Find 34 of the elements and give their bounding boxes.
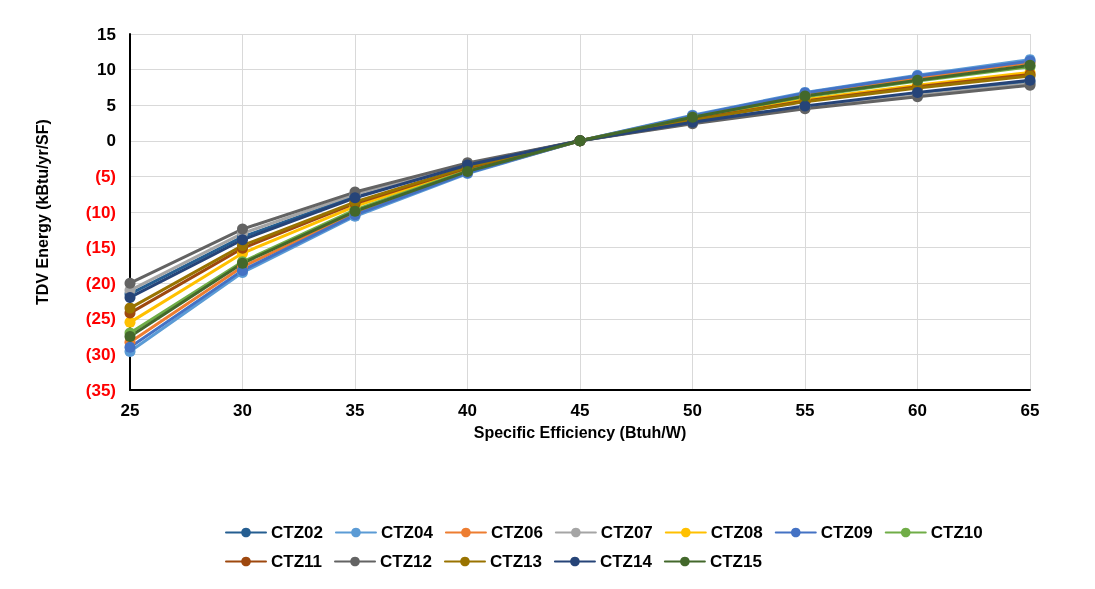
legend-label: CTZ06 xyxy=(490,523,543,542)
y-tick-label: (15) xyxy=(85,238,116,258)
legend-label: CTZ11 xyxy=(271,552,323,571)
x-tick-label: 35 xyxy=(345,401,365,420)
legend-label: CTZ13 xyxy=(489,552,542,571)
y-tick-label: 5 xyxy=(106,95,116,115)
x-tick-label: 30 xyxy=(233,401,252,420)
y-axis-title: TDV Energy (kBtu/yr/SF) xyxy=(33,119,51,305)
legend-label: CTZ15 xyxy=(709,552,762,571)
x-tick-label: 55 xyxy=(795,401,815,420)
y-tick-label: (10) xyxy=(85,202,116,222)
x-tick-label: 25 xyxy=(120,401,140,420)
y-tick-label: (25) xyxy=(85,309,116,329)
legend-label: CTZ08 xyxy=(710,523,763,542)
legend-label: CTZ02 xyxy=(271,523,323,542)
y-tick-label: 10 xyxy=(97,60,116,80)
legend-label: CTZ14 xyxy=(599,552,653,571)
x-tick-label: 40 xyxy=(458,401,477,420)
x-tick-label: 60 xyxy=(908,401,927,420)
y-tick-label: 15 xyxy=(97,24,116,44)
legend-label: CTZ04 xyxy=(380,523,434,542)
legend-label: CTZ07 xyxy=(600,523,653,542)
legend-label: CTZ09 xyxy=(820,523,873,542)
y-tick-label: (35) xyxy=(85,380,116,400)
y-tick-label: 0 xyxy=(106,131,116,151)
legend-label: CTZ10 xyxy=(930,523,983,542)
legend-label: CTZ12 xyxy=(380,552,432,571)
x-tick-label: 65 xyxy=(1020,401,1040,420)
y-tick-label: (20) xyxy=(85,273,116,293)
x-tick-label: 45 xyxy=(570,401,590,420)
x-tick-label: 50 xyxy=(683,401,702,420)
y-tick-label: (5) xyxy=(95,166,116,186)
y-tick-label: (30) xyxy=(85,344,116,364)
x-axis-title: Specific Efficiency (Btuh/W) xyxy=(473,423,687,441)
